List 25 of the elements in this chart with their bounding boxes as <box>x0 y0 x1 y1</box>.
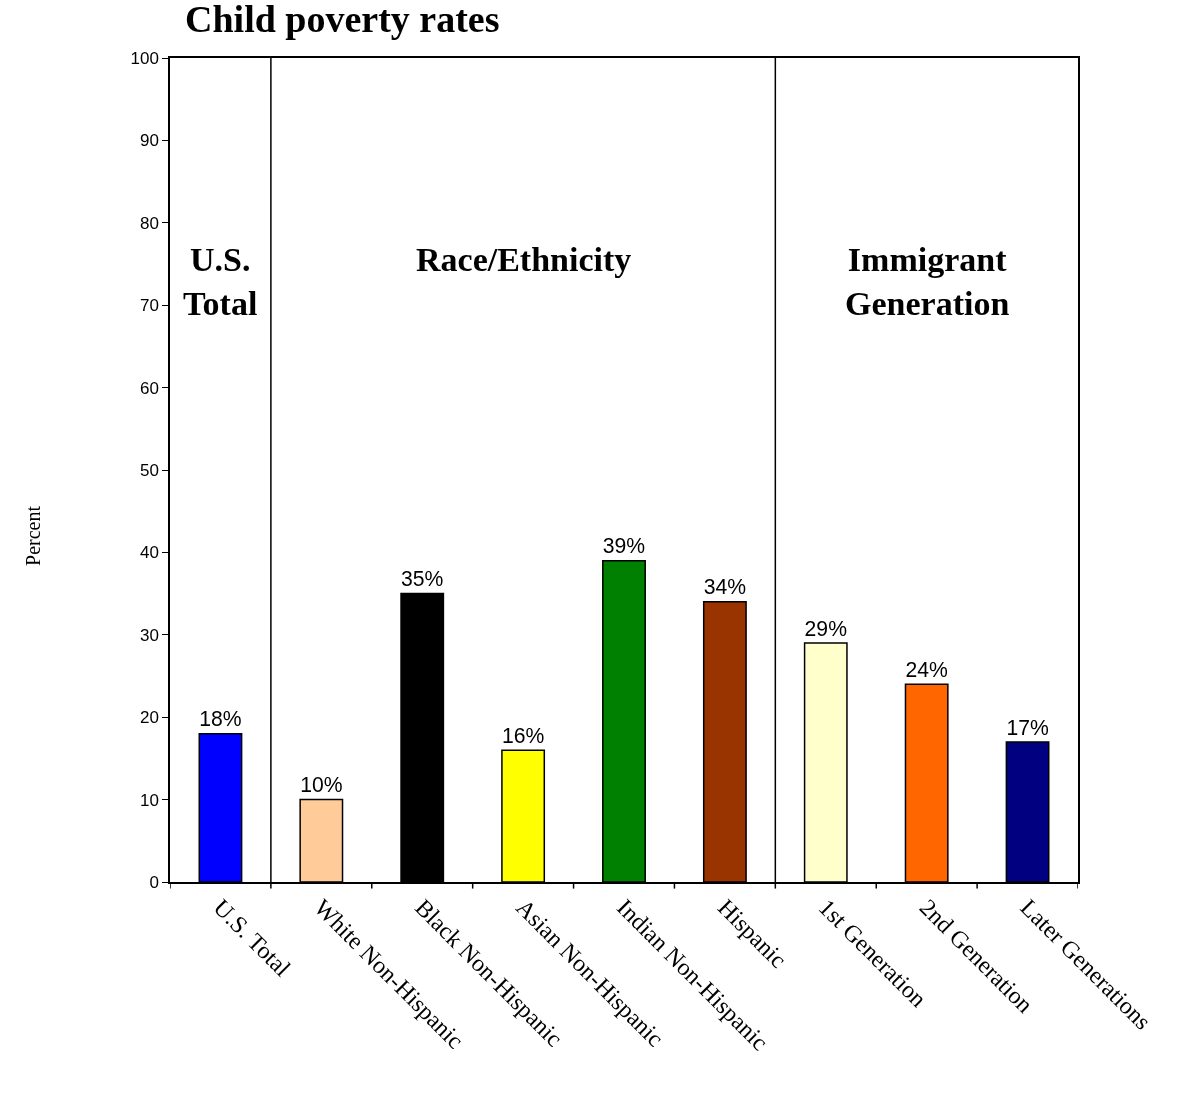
y-tick-label: 0 <box>149 872 159 892</box>
annotation: Immigrant Generation <box>845 241 1010 323</box>
data-label: 18% <box>199 707 242 731</box>
y-tick-label: 90 <box>139 131 159 151</box>
data-label: 35% <box>401 567 444 591</box>
y-tick-label: 40 <box>139 543 159 563</box>
y-tick-label: 20 <box>139 708 159 728</box>
data-label: 24% <box>905 657 949 681</box>
y-tick-label: 30 <box>139 625 159 645</box>
y-tick-label: 60 <box>139 378 159 398</box>
data-label: 10% <box>300 773 343 797</box>
data-label: 29% <box>804 616 848 640</box>
data-label: 17% <box>1006 715 1049 739</box>
y-tick-label: 100 <box>130 48 159 68</box>
y-tick-label: 50 <box>139 460 159 480</box>
chart-title: Child poverty rates <box>185 0 500 41</box>
y-tick-label: 80 <box>139 213 159 233</box>
y-axis-title: Percent <box>22 505 45 566</box>
annotation: U.S. Total <box>183 241 258 323</box>
data-label: 34% <box>703 575 747 599</box>
data-label: 16% <box>501 723 545 747</box>
data-label: 39% <box>602 534 646 558</box>
y-tick-label: 10 <box>139 790 159 810</box>
y-tick-label: 70 <box>139 296 159 316</box>
annotation: Race/Ethnicity <box>416 241 632 278</box>
